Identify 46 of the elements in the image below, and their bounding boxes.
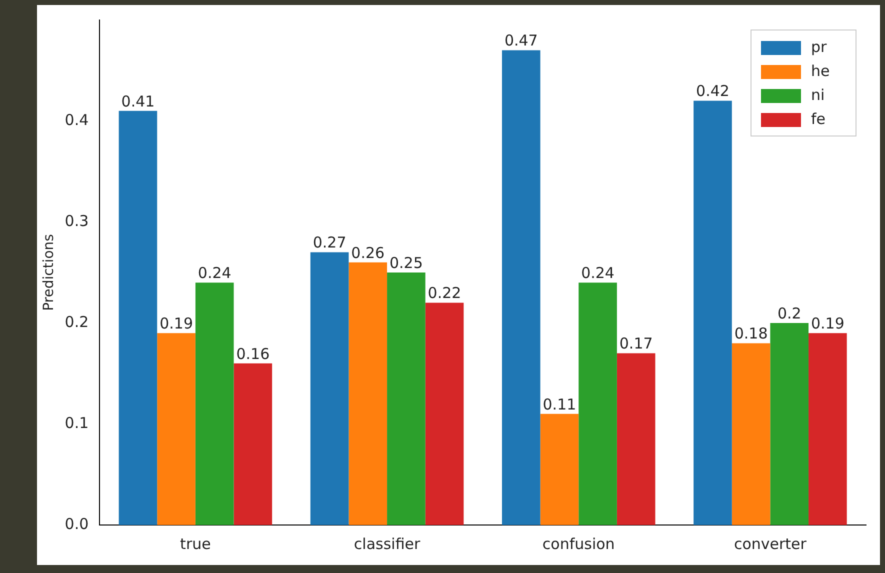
data-label: 0.16 bbox=[236, 344, 270, 363]
data-label: 0.11 bbox=[542, 395, 576, 414]
legend-label: pr bbox=[811, 38, 828, 56]
data-label: 0.47 bbox=[504, 32, 538, 50]
bar bbox=[808, 333, 847, 525]
y-axis-title: Predictions bbox=[41, 234, 58, 311]
data-label: 0.26 bbox=[351, 244, 385, 262]
bar bbox=[540, 414, 579, 525]
legend-label: fe bbox=[811, 110, 826, 128]
data-label: 0.18 bbox=[734, 324, 768, 343]
bar bbox=[732, 343, 770, 525]
data-label: 0.19 bbox=[160, 314, 193, 332]
x-tick-label: converter bbox=[734, 534, 808, 553]
bar bbox=[770, 323, 809, 525]
data-label: 0.19 bbox=[810, 314, 844, 332]
bar bbox=[694, 100, 732, 525]
y-tick-label: 0.2 bbox=[64, 312, 89, 331]
data-label: 0.42 bbox=[696, 82, 730, 100]
bar bbox=[578, 282, 617, 525]
y-tick-label: 0.3 bbox=[64, 212, 89, 230]
data-label: 0.41 bbox=[121, 92, 155, 110]
data-label: 0.24 bbox=[198, 264, 232, 282]
legend-label: ni bbox=[811, 86, 825, 104]
bar bbox=[234, 363, 272, 525]
data-label: 0.25 bbox=[389, 254, 423, 272]
bar bbox=[616, 353, 656, 525]
data-label: 0.24 bbox=[581, 264, 614, 282]
y-tick-label: 0.0 bbox=[64, 514, 89, 533]
bar bbox=[195, 282, 234, 525]
legend-label: he bbox=[811, 62, 830, 80]
data-label: 0.2 bbox=[777, 304, 802, 322]
bar bbox=[425, 302, 464, 525]
x-tick-label: confusion bbox=[542, 534, 615, 553]
data-label: 0.27 bbox=[312, 234, 346, 252]
bar bbox=[157, 333, 196, 525]
y-tick-label: 0.1 bbox=[64, 414, 89, 432]
data-label: 0.22 bbox=[428, 284, 462, 302]
data-label: 0.17 bbox=[619, 334, 653, 353]
x-tick-label: classifier bbox=[354, 534, 421, 553]
bar bbox=[348, 262, 388, 525]
bar bbox=[118, 110, 158, 525]
bar bbox=[502, 50, 540, 525]
bar bbox=[387, 272, 426, 525]
y-tick-label: 0.4 bbox=[64, 110, 89, 129]
x-tick-label: true bbox=[180, 534, 211, 553]
bar bbox=[310, 252, 349, 525]
